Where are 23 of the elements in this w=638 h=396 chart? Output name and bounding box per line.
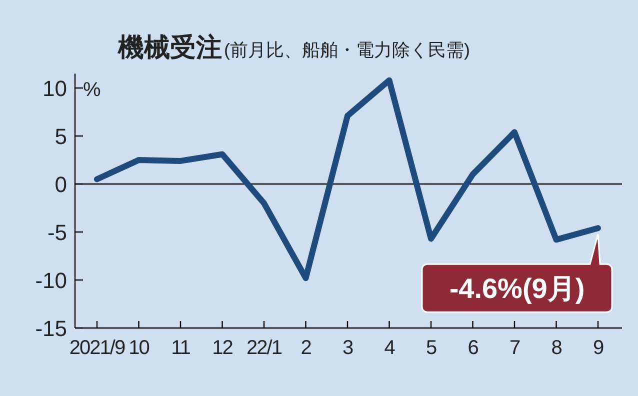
chart-title: 機械受注 [117,32,222,62]
x-tick-label: 22/1 [246,337,282,359]
chart-subtitle: (前月比、船舶・電力除く民需) [224,40,470,60]
y-tick-label: -10 [35,268,67,293]
x-tick-label: 3 [342,337,354,359]
x-tick-label: 7 [509,337,520,359]
x-tick-label: 4 [384,337,396,359]
y-tick-label: 5 [54,124,67,149]
annotation: -4.6%(9月) [449,273,585,304]
x-tick-label: 12 [212,337,234,359]
y-tick-label: -15 [35,316,67,341]
y-tick-label: -5 [47,220,67,245]
x-tick-label: 2021/9 [69,337,126,359]
x-tick-label: 9 [592,337,604,359]
y-tick-label: 0 [54,172,67,197]
x-tick-label: 10 [128,337,150,359]
x-tick-label: 6 [468,337,479,359]
x-tick-label: 8 [551,337,562,359]
x-tick-label: 11 [171,337,191,359]
y-tick-label: 10 [42,76,67,101]
y-axis-title: % [83,79,101,101]
x-tick-label: 5 [426,337,437,359]
x-tick-label: 2 [300,337,312,359]
